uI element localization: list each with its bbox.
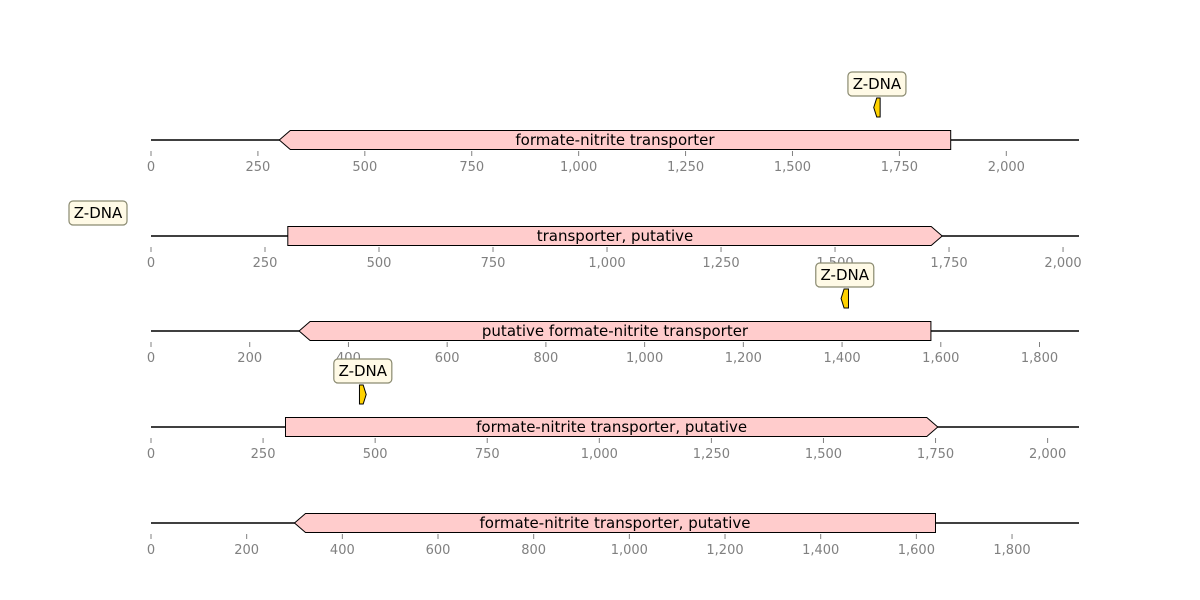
z-dna-callout-box <box>847 71 907 97</box>
axis-tick-label: 1,750 <box>917 447 954 462</box>
z-dna-feature-marker[interactable] <box>358 384 367 405</box>
axis-tick-label: 200 <box>237 351 262 366</box>
axis-tick-label: 1,200 <box>706 543 743 558</box>
z-dna-feature-marker[interactable] <box>840 288 849 309</box>
axis-tick-label: 1,000 <box>611 543 648 558</box>
z-dna-label: Z-DNA <box>339 362 388 380</box>
z-dna-label: Z-DNA <box>74 204 123 222</box>
gene-arrow[interactable] <box>287 226 943 246</box>
axis-tick-label: 0 <box>147 160 155 175</box>
axis-tick-label: 1,600 <box>922 351 959 366</box>
axis-tick-label: 1,750 <box>930 256 967 271</box>
track-5: 0 200 400 600 800 1,000 1,200 1,400 1,600 1,800 fo… <box>147 513 1079 558</box>
z-dna-callout-box <box>333 358 393 384</box>
axis-tick-label: 600 <box>435 351 460 366</box>
axis-tick-label: 1,250 <box>693 447 730 462</box>
axis-tick-label: 1,250 <box>702 256 739 271</box>
z-dna-callout-box <box>68 200 128 226</box>
gene-label: formate-nitrite transporter, putative <box>476 418 747 436</box>
axis-tick-label: 0 <box>147 447 155 462</box>
axis-tick-label: 750 <box>475 447 500 462</box>
track-4: 0 250 500 750 1,000 1,250 1,500 1,750 2,000 forma… <box>147 358 1079 462</box>
gene-arrow[interactable] <box>298 321 932 341</box>
axis-tick-label: 0 <box>147 543 155 558</box>
axis-tick-label: 250 <box>245 160 270 175</box>
axis-tick-label: 750 <box>459 160 484 175</box>
axis-tick-label: 750 <box>481 256 506 271</box>
axis-tick-label: 500 <box>367 256 392 271</box>
gene-arrow[interactable] <box>278 130 952 150</box>
axis-tick-label: 0 <box>147 256 155 271</box>
gene-label: formate-nitrite transporter <box>515 131 715 149</box>
z-dna-callout-box <box>815 262 875 288</box>
z-dna-label: Z-DNA <box>853 75 902 93</box>
gene-arrow[interactable] <box>293 513 936 533</box>
axis-tick-label: 500 <box>352 160 377 175</box>
track-3: 02004006008001,0001,2001,4001,6001,800pu… <box>147 262 1079 366</box>
axis-tick-label: 500 <box>363 447 388 462</box>
gene-arrow[interactable] <box>284 417 939 437</box>
axis-tick-label: 1,500 <box>774 160 811 175</box>
gene-label: formate-nitrite transporter, putative <box>480 514 751 532</box>
axis-tick-label: 1,250 <box>667 160 704 175</box>
axis-tick-label: 1,200 <box>725 351 762 366</box>
track-2: 02505007501,0001,2501,5001,7502,000trans… <box>68 200 1082 271</box>
axis-tick-label: 1,800 <box>1021 351 1058 366</box>
axis-tick-label: 400 <box>330 543 355 558</box>
axis-tick-label: 1,500 <box>805 447 842 462</box>
axis-tick-label: 2,000 <box>1044 256 1081 271</box>
axis-tick-label: 200 <box>234 543 259 558</box>
axis-tick-label: 1,600 <box>898 543 935 558</box>
z-dna-label: Z-DNA <box>821 266 870 284</box>
axis-tick-label: 800 <box>521 543 546 558</box>
axis-tick-label: 1,000 <box>560 160 597 175</box>
axis-tick-label: 600 <box>426 543 451 558</box>
gene-label: transporter, putative <box>537 227 694 245</box>
axis-tick-label: 1,750 <box>881 160 918 175</box>
axis-tick-label: 1,000 <box>581 447 618 462</box>
axis-tick-label: 1,000 <box>588 256 625 271</box>
axis-tick-label: 250 <box>251 447 276 462</box>
axis-tick-label: 1,400 <box>802 543 839 558</box>
axis-tick-label: 2,000 <box>1029 447 1066 462</box>
gene-label: putative formate-nitrite transporter <box>482 322 749 340</box>
axis-tick-label: 1,800 <box>993 543 1030 558</box>
axis-tick-label: 0 <box>147 351 155 366</box>
z-dna-feature-marker[interactable] <box>873 97 881 118</box>
axis-tick-label: 250 <box>253 256 278 271</box>
axis-tick-label: 2,000 <box>988 160 1025 175</box>
axis-tick-label: 1,400 <box>823 351 860 366</box>
track-1: 0 250 500 750 1,000 1,250 1,500 1,750 2,000 forma… <box>147 71 1079 175</box>
axis-tick-label: 1,000 <box>626 351 663 366</box>
axis-tick-label: 800 <box>533 351 558 366</box>
